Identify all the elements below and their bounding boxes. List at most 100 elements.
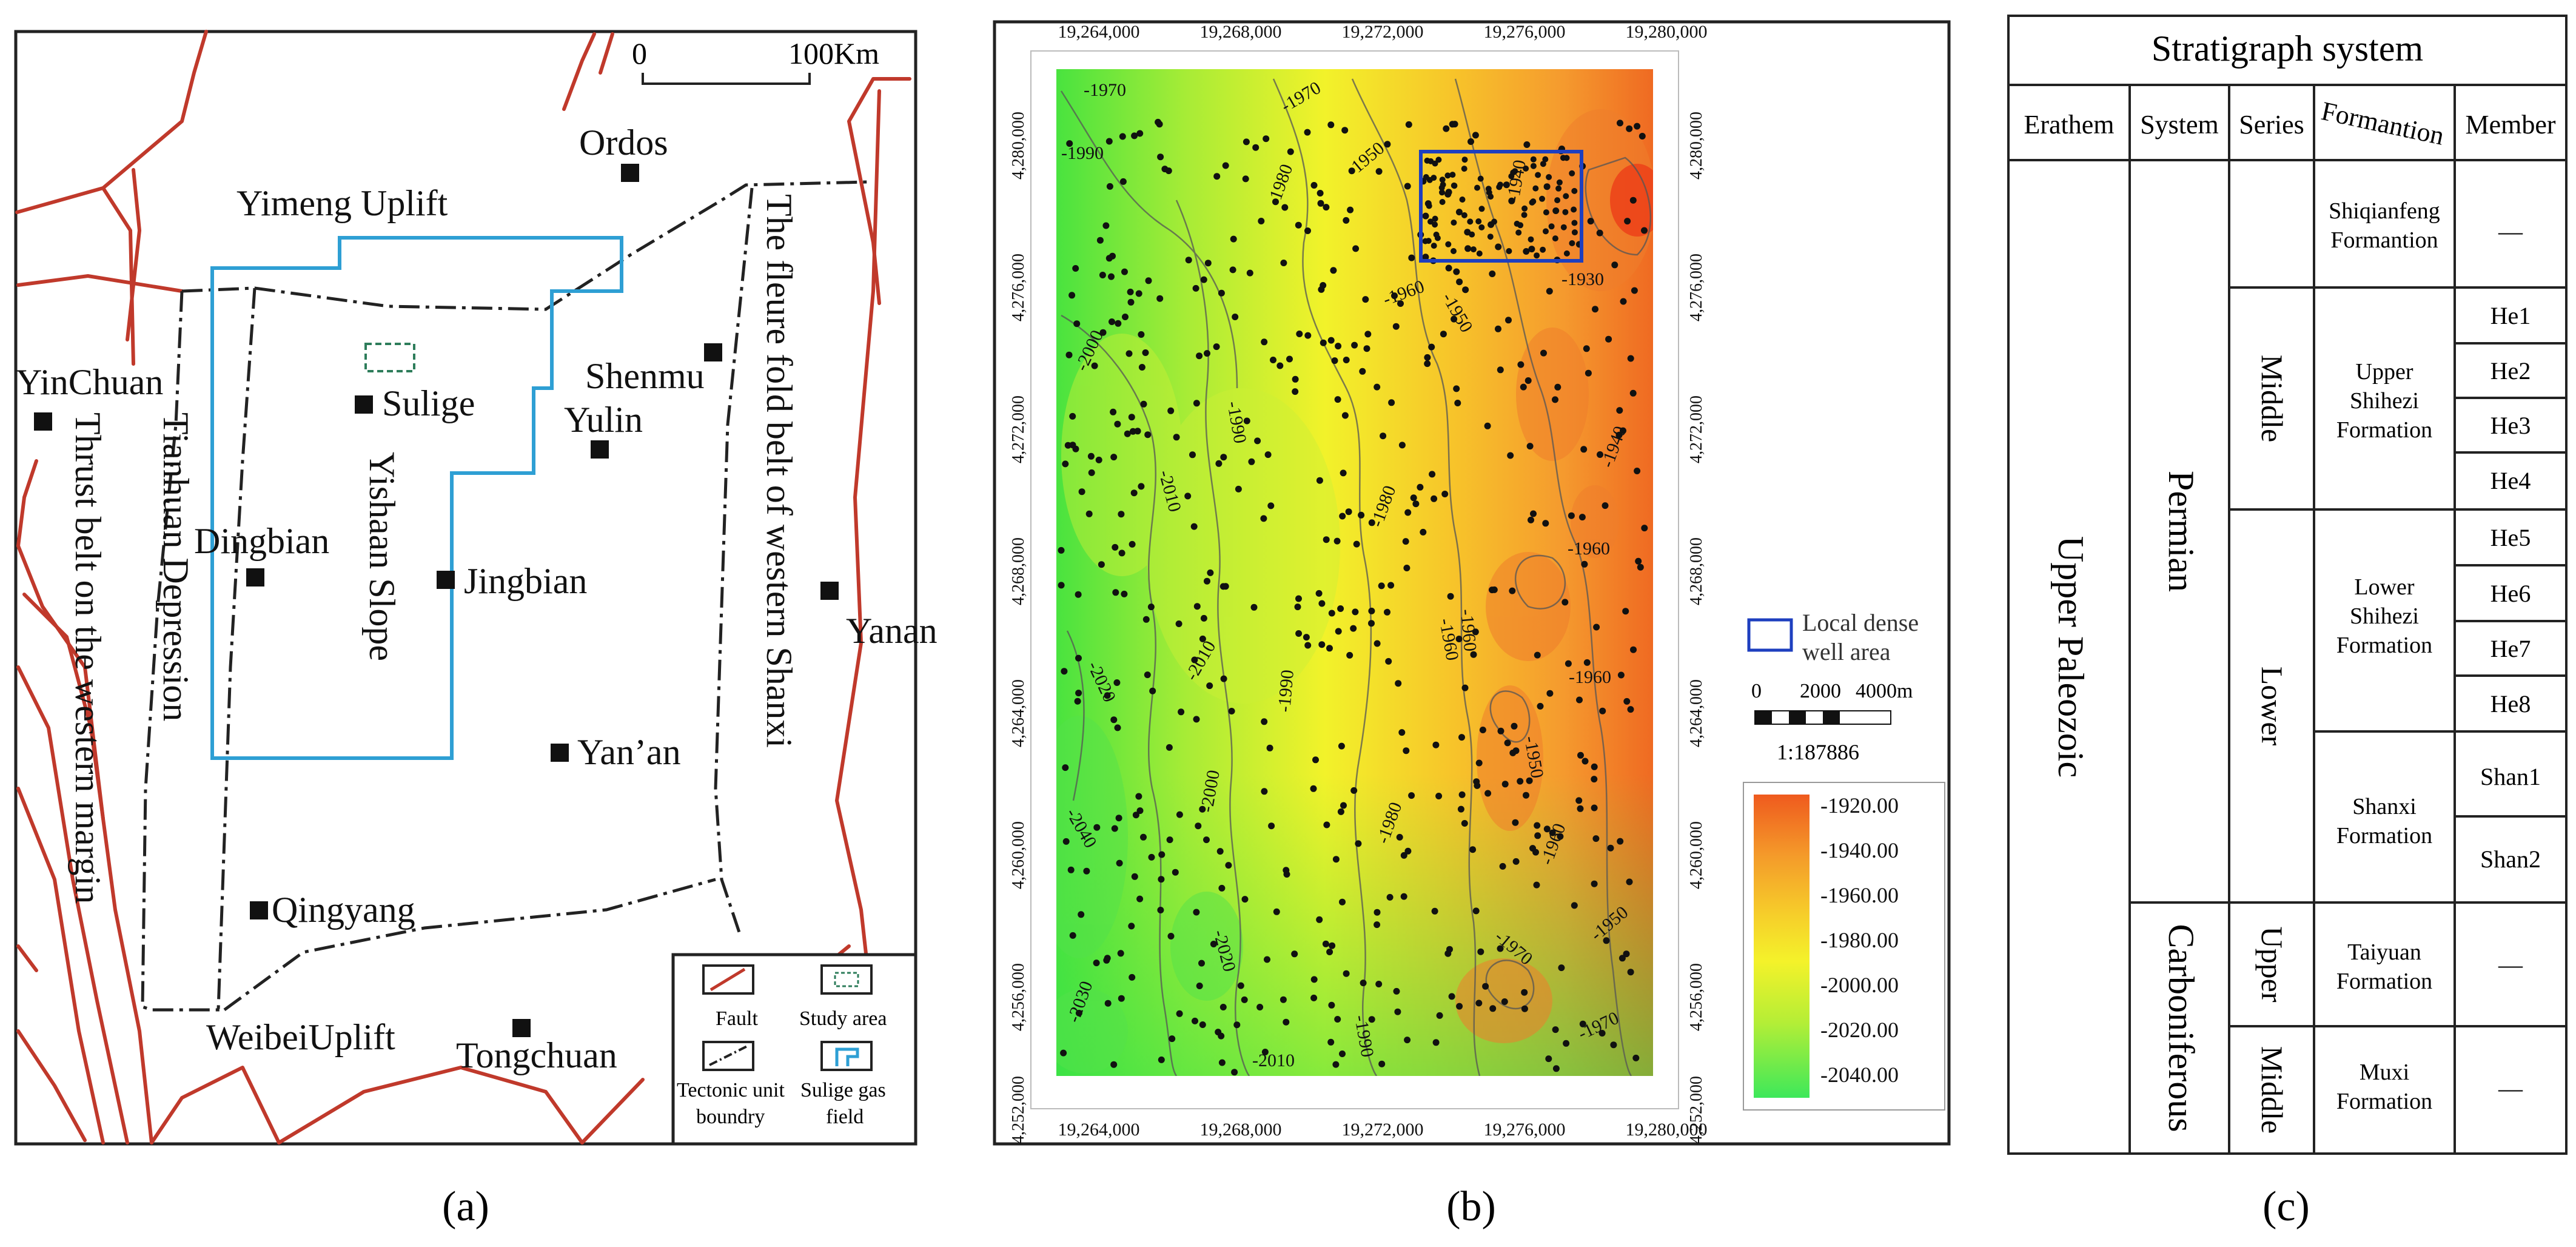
city-marker-sulige <box>355 395 373 414</box>
well-dot <box>1420 528 1427 536</box>
well-dot <box>1206 682 1213 690</box>
well-dot <box>1075 690 1082 697</box>
well-dot <box>1058 582 1065 589</box>
well-dot <box>1545 1055 1552 1063</box>
contour-label-15: -1960 <box>1568 539 1610 559</box>
city-marker-ordos <box>621 164 639 182</box>
well-dot <box>1470 651 1477 658</box>
well-dot <box>1602 502 1609 509</box>
well-dot <box>1075 654 1082 662</box>
panel-label-b: (b) <box>1446 1183 1496 1230</box>
well-dot <box>1571 220 1578 226</box>
city-label-tongchuan: Tongchuan <box>456 1035 617 1075</box>
well-dot <box>1333 537 1341 545</box>
well-dot <box>1543 825 1551 833</box>
well-dot <box>1632 1054 1640 1061</box>
well-dot <box>1563 155 1570 161</box>
well-dot <box>1477 948 1484 955</box>
well-dot <box>1280 996 1287 1003</box>
well-dot <box>1175 620 1182 627</box>
well-dot <box>1426 176 1433 183</box>
x-tick-top-1: 19,268,000 <box>1200 22 1282 42</box>
well-dot <box>1451 248 1457 254</box>
well-dot <box>1117 950 1124 957</box>
well-dot <box>1263 135 1270 143</box>
well-dot <box>1404 1037 1411 1044</box>
well-dot <box>1193 909 1200 916</box>
well-dot <box>1254 437 1261 445</box>
well-dot <box>1258 218 1265 224</box>
city-marker-qingyang <box>250 901 268 919</box>
well-dot <box>1540 349 1547 357</box>
well-dot <box>1358 511 1365 519</box>
scale-b-zero: 0 <box>1751 680 1762 702</box>
well-dot <box>1552 1065 1560 1072</box>
city-label-yinchuan: YinChuan <box>16 362 163 402</box>
well-dot <box>1315 590 1323 597</box>
well-dot <box>1571 187 1578 194</box>
well-dot <box>1062 838 1070 845</box>
well-dot <box>1482 983 1489 990</box>
well-dot <box>1341 127 1349 134</box>
well-dot <box>1523 792 1529 799</box>
well-dot <box>1591 763 1598 770</box>
well-dot <box>1318 600 1326 607</box>
well-dot <box>1591 880 1598 887</box>
well-dot <box>1521 1005 1528 1012</box>
well-dot <box>1593 624 1600 631</box>
well-dot <box>1138 364 1145 371</box>
well-dot <box>1533 881 1540 889</box>
well-dot <box>1218 1032 1225 1040</box>
well-dot <box>1241 896 1249 903</box>
y-tick-left-7: 4,252,000 <box>1009 1076 1028 1144</box>
formation-upper-shihezi-2: Shihezi <box>2350 388 2419 414</box>
well-dot <box>1496 184 1503 190</box>
x-tick-bottom-1: 19,268,000 <box>1200 1120 1282 1140</box>
well-dot <box>1062 460 1069 468</box>
well-dot <box>1539 195 1545 202</box>
colorbar-label-2: -1960.00 <box>1820 883 1899 907</box>
y-tick-right-7: 4,252,000 <box>1687 1076 1706 1144</box>
well-dot <box>1118 995 1125 1002</box>
strat-table-grid <box>2007 15 2568 1155</box>
well-dot <box>1540 246 1546 253</box>
well-dot <box>1618 955 1626 962</box>
contour-label-18: -1960 <box>1569 667 1611 687</box>
well-dot <box>1085 510 1093 517</box>
well-dot <box>1461 820 1468 827</box>
well-dot <box>1343 970 1350 977</box>
well-dot <box>1453 385 1460 392</box>
well-dot <box>1261 718 1268 725</box>
well-dot <box>1624 218 1631 225</box>
well-dot <box>1534 651 1541 659</box>
well-dot <box>1069 442 1076 449</box>
well-dot <box>1334 1016 1341 1023</box>
well-dot <box>1534 832 1541 839</box>
well-dot <box>1571 902 1578 909</box>
well-dot <box>1445 264 1452 272</box>
well-dot <box>1451 220 1457 226</box>
well-dot <box>1459 197 1466 203</box>
well-dot <box>1617 671 1625 679</box>
well-dot <box>1542 156 1549 163</box>
well-dot <box>1435 156 1442 163</box>
legend-gas-field-swatch <box>820 1041 873 1071</box>
well-dot <box>1627 355 1634 362</box>
well-dot <box>1232 314 1239 320</box>
well-dot <box>1634 123 1641 130</box>
well-dot <box>1135 793 1142 800</box>
well-dot <box>1489 271 1496 277</box>
contour-label-13: -1960 <box>1457 608 1480 653</box>
formation-lower-shihezi-1: Lower <box>2354 574 2415 600</box>
well-dot <box>1204 350 1210 357</box>
panel-c-table: Stratigraph system Erathem System Series… <box>2007 15 2568 1155</box>
x-tick-top-2: 19,272,000 <box>1342 22 1424 42</box>
well-dot <box>1362 296 1369 303</box>
well-dot <box>1185 257 1192 264</box>
x-tick-top-3: 19,276,000 <box>1484 22 1566 42</box>
well-dot <box>1599 707 1606 714</box>
well-dot <box>1546 287 1553 295</box>
well-dot <box>1110 1061 1118 1068</box>
well-dot <box>1165 167 1172 175</box>
well-dot <box>1577 805 1584 812</box>
